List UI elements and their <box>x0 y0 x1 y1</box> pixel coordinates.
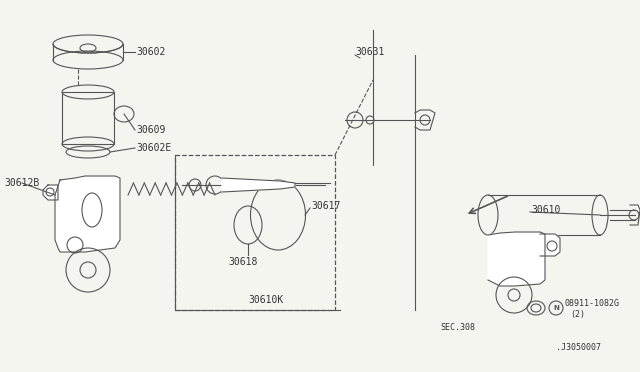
Text: 30618: 30618 <box>228 257 257 267</box>
Text: 30610K: 30610K <box>248 295 284 305</box>
Text: 08911-1082G: 08911-1082G <box>565 298 620 308</box>
Text: (2): (2) <box>570 311 585 320</box>
Polygon shape <box>222 178 295 192</box>
Polygon shape <box>55 176 120 252</box>
Text: 30631: 30631 <box>355 47 385 57</box>
Text: 30602E: 30602E <box>136 143 172 153</box>
Text: .J3050007: .J3050007 <box>556 343 601 353</box>
Text: 30609: 30609 <box>136 125 165 135</box>
Polygon shape <box>540 234 560 256</box>
Polygon shape <box>488 232 545 286</box>
Text: 30610: 30610 <box>531 205 561 215</box>
Polygon shape <box>43 185 58 200</box>
Text: 30617: 30617 <box>311 201 340 211</box>
Text: 30602: 30602 <box>136 47 165 57</box>
Bar <box>62 92 114 144</box>
Bar <box>175 155 335 310</box>
Text: 30612B: 30612B <box>4 178 39 188</box>
Text: SEC.308: SEC.308 <box>440 324 475 333</box>
Text: N: N <box>553 305 559 311</box>
